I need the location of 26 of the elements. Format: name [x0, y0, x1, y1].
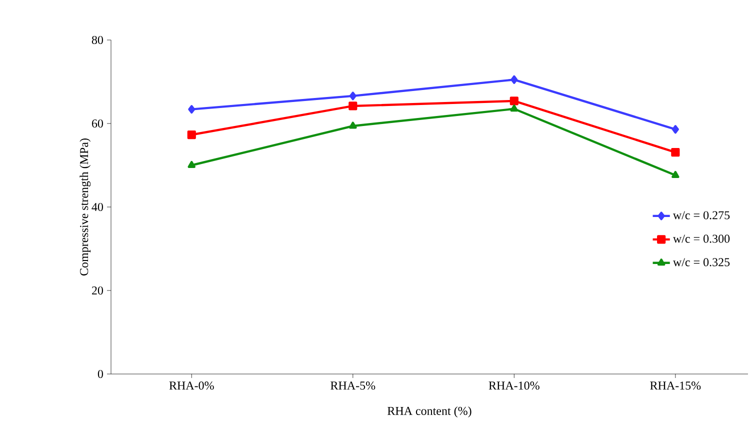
point [672, 170, 680, 178]
y-tick-label: 20 [92, 286, 104, 295]
point [671, 148, 680, 157]
point [510, 96, 518, 106]
point [188, 105, 196, 114]
y-axis-title: Compressive strength (MPa) [80, 138, 91, 276]
y-tick-label: 40 [92, 202, 104, 212]
legend-label: w/c = 0.275 [672, 211, 730, 220]
x-tick-label: RHA-10% [488, 382, 540, 390]
x-tick-label: RHA-0% [169, 382, 214, 390]
legend-label: w/c = 0.300 [672, 234, 730, 243]
x-tick-label: RHA-15% [650, 382, 701, 390]
point [348, 102, 358, 110]
y-tick-label: 80 [92, 36, 104, 44]
y-tick-label: 0 [98, 370, 104, 378]
legend-label: w/c = 0.325 [672, 258, 730, 266]
point [672, 125, 679, 134]
point [188, 160, 196, 168]
point [187, 130, 196, 140]
point [349, 122, 357, 129]
point [349, 92, 356, 100]
x-tick-label: RHA-5% [330, 382, 376, 390]
y-tick-label: 60 [92, 119, 104, 128]
point [510, 75, 518, 84]
point [510, 104, 518, 112]
x-axis-title: RHA content (%) [388, 406, 472, 418]
